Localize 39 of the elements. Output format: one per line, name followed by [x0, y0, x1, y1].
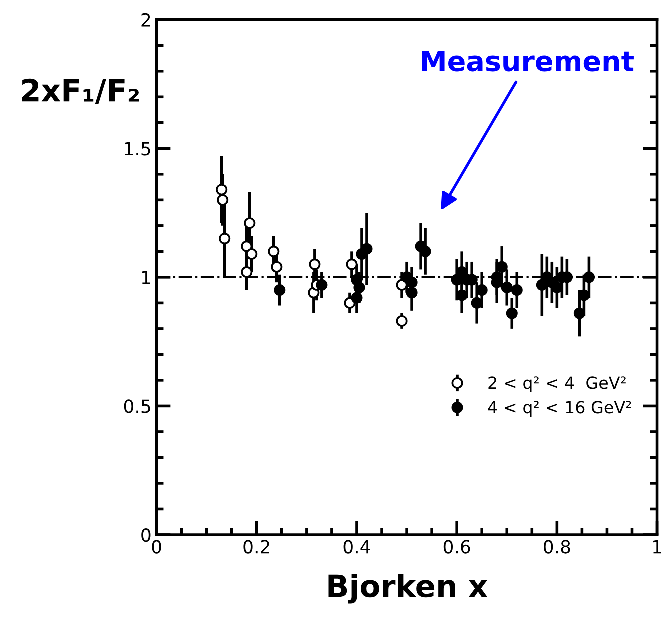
point	[216, 184, 228, 196]
point	[506, 308, 518, 320]
point	[219, 233, 231, 245]
point	[244, 218, 256, 230]
point	[583, 272, 595, 284]
x-tick-label: 0.8	[544, 540, 570, 554]
point	[309, 258, 321, 270]
annotation: Measurement	[422, 51, 634, 72]
point	[578, 290, 590, 302]
y-axis-title: 2xF₁/F₂	[22, 78, 140, 104]
point	[406, 287, 418, 299]
y-tick-label: 0.5	[124, 400, 150, 414]
point	[241, 266, 253, 278]
point	[274, 284, 286, 296]
point	[574, 308, 586, 320]
point	[346, 258, 358, 270]
y-tick-label: 1.5	[125, 142, 150, 156]
point	[351, 292, 363, 304]
y-tick-label: 0	[142, 528, 151, 542]
point	[354, 282, 366, 294]
x-tick-label: 0	[152, 540, 162, 554]
legend-label: 2 < q² < 4 GeV²	[488, 376, 626, 393]
x-tick-label: 0.2	[244, 540, 270, 554]
point	[316, 279, 328, 291]
point	[268, 246, 280, 258]
legend-label: 4 < q² < 16 GeV²	[488, 401, 632, 417]
point	[501, 282, 513, 294]
x-tick-label: 0.4	[344, 540, 370, 554]
x-axis-title: Bjorken x	[328, 574, 488, 604]
point	[511, 284, 523, 296]
y-tick-label: 1	[142, 271, 150, 284]
x-tick-label: 0.6	[444, 540, 470, 554]
x-tick-label: 1	[654, 540, 662, 554]
point	[271, 261, 283, 273]
point	[217, 194, 229, 206]
point	[396, 315, 408, 327]
point	[420, 246, 432, 258]
point	[246, 248, 258, 260]
y-tick-label: 2	[142, 13, 150, 27]
